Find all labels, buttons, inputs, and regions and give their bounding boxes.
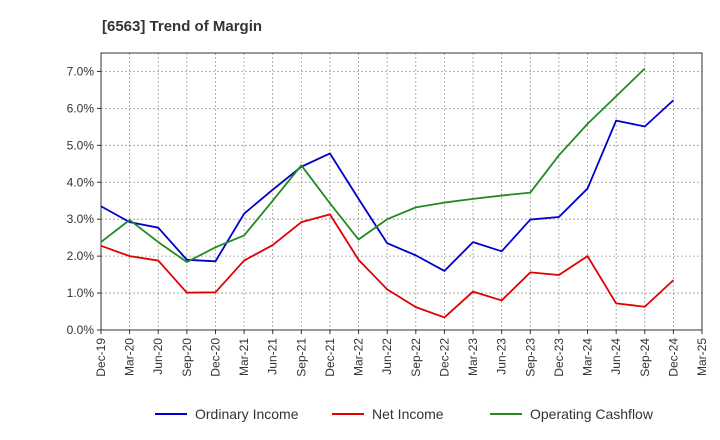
x-tick-label: Mar-20 [123, 338, 137, 376]
x-tick-label: Mar-22 [352, 338, 366, 376]
x-tick-label: Dec-24 [666, 338, 680, 377]
x-tick-label: Mar-23 [466, 338, 480, 376]
x-tick-label: Jun-20 [151, 338, 165, 375]
chart-title: [6563] Trend of Margin [102, 18, 262, 35]
x-tick-label: Sep-20 [180, 338, 194, 377]
axes: 0.0% 1.0% 2.0% 3.0% 4.0% 5.0% 6.0% 7.0% Dec-19 Ma… [67, 52, 709, 377]
x-tick-label: Sep-22 [409, 338, 423, 377]
x-tick-label: Sep-21 [294, 338, 308, 377]
x-tick-label: Sep-23 [523, 338, 537, 377]
x-tick-label: Mar-24 [581, 338, 595, 376]
series-lines [100, 67, 674, 319]
plot-frame [100, 52, 703, 331]
x-tick-label: Dec-20 [208, 338, 222, 377]
y-tick-label: 5.0% [67, 138, 95, 152]
x-tick-label: Jun-21 [266, 338, 280, 375]
x-tick-label: Dec-21 [323, 338, 337, 377]
y-tick-label: 2.0% [67, 249, 95, 263]
y-tick-label: 6.0% [67, 101, 95, 115]
y-tick-label: 1.0% [67, 286, 95, 300]
x-tick-label: Mar-25 [695, 338, 709, 376]
legend-label: Net Income [372, 406, 444, 422]
x-tick-label: Jun-23 [495, 338, 509, 375]
y-tick-label: 3.0% [67, 212, 95, 226]
legend-label: Ordinary Income [195, 406, 299, 422]
series-line-operating-cashflow [100, 67, 646, 263]
y-tick-label: 4.0% [67, 175, 95, 189]
series-line-net-income [100, 213, 674, 319]
x-tick-label: Dec-22 [437, 338, 451, 377]
x-tick-label: Mar-21 [237, 338, 251, 376]
x-tick-label: Dec-23 [552, 338, 566, 377]
y-tick-label: 7.0% [67, 64, 95, 78]
x-tick-label: Dec-19 [94, 338, 108, 377]
legend: Ordinary Income Net Income Operating Cashf… [155, 406, 654, 422]
series-line-ordinary-income [100, 99, 674, 272]
x-tick-label: Jun-24 [609, 338, 623, 375]
gridlines [100, 53, 703, 331]
y-tick-label: 0.0% [67, 323, 95, 337]
x-tick-label: Jun-22 [380, 338, 394, 375]
legend-label: Operating Cashflow [530, 406, 654, 422]
x-tick-label: Sep-24 [638, 338, 652, 377]
